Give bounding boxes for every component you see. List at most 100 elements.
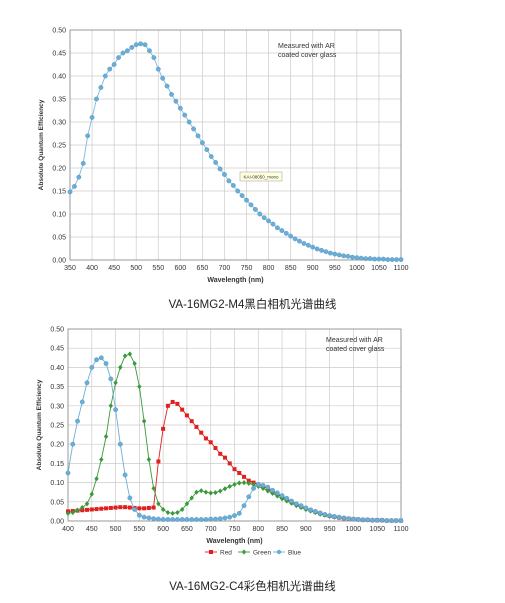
data-point-green	[94, 476, 99, 482]
data-point-blue	[175, 517, 180, 522]
x-tick-label: 750	[241, 265, 253, 272]
data-point-red	[99, 506, 104, 511]
y-tick-label: 0.45	[50, 346, 64, 353]
data-point-mono	[98, 85, 104, 90]
x-tick-label: 950	[329, 265, 341, 272]
plot-frame	[69, 29, 402, 261]
x-tick-label: 750	[229, 526, 241, 533]
legend-label-red: Red	[220, 550, 232, 557]
data-point-blue	[322, 512, 328, 517]
data-point-blue	[75, 418, 80, 424]
data-point-mono	[323, 249, 329, 255]
x-tick-label: 600	[157, 526, 169, 533]
data-point-blue	[94, 357, 99, 363]
data-point-mono	[199, 140, 205, 146]
data-point-mono	[116, 55, 121, 60]
data-point-blue	[241, 503, 247, 509]
x-tick-label: 600	[174, 265, 186, 272]
data-point-blue	[336, 514, 342, 520]
data-point-mono	[195, 133, 201, 139]
mono-qe-chart: 350 400 450 500 550 600 650 700 750 800 850 900 950 1…	[38, 28, 409, 285]
data-point-mono	[147, 48, 152, 54]
data-point-blue	[208, 516, 214, 522]
x-tick-label: 400	[62, 526, 74, 533]
data-point-blue	[113, 407, 118, 413]
data-point-mono	[270, 221, 276, 227]
data-point-blue	[108, 376, 114, 382]
data-point-green	[227, 483, 232, 490]
data-point-mono	[133, 42, 139, 48]
data-point-green	[132, 360, 137, 367]
y-tick-label: 0.40	[50, 365, 64, 372]
data-point-mono	[169, 92, 174, 97]
data-point-mono	[67, 189, 73, 195]
data-point-mono	[341, 253, 347, 259]
color-qe-chart: 400 450 500 550 600 650 700 750 800 850 900 950 1000…	[36, 327, 409, 557]
x-tick-label: 700	[205, 526, 217, 533]
data-point-green	[165, 509, 171, 516]
data-point-mono	[204, 147, 210, 153]
data-point-green	[241, 480, 247, 486]
data-point-mono	[314, 246, 320, 252]
data-point-mono	[208, 154, 214, 159]
data-point-mono	[305, 242, 311, 248]
x-tick-label: 450	[108, 265, 120, 272]
data-point-red	[104, 506, 109, 511]
data-point-red	[213, 446, 218, 451]
data-point-blue	[155, 516, 161, 522]
data-point-mono	[372, 256, 377, 262]
data-point-green	[237, 480, 242, 486]
data-point-mono	[173, 98, 179, 104]
data-point-blue	[327, 513, 333, 519]
y-tick-label: 0.50	[52, 28, 66, 35]
data-point-blue	[379, 517, 385, 523]
data-point-mono	[89, 115, 95, 120]
data-point-blue	[136, 512, 142, 518]
data-point-mono	[389, 257, 395, 262]
y-tick-label: 0.40	[52, 74, 66, 81]
data-point-green	[141, 418, 147, 424]
data-point-blue	[103, 361, 109, 366]
data-point-mono	[94, 96, 99, 102]
data-point-red	[156, 459, 161, 464]
x-tick-label: 350	[64, 265, 76, 272]
data-point-mono	[252, 206, 258, 212]
data-point-green	[203, 489, 209, 495]
data-point-red	[194, 424, 199, 429]
data-point-green	[103, 433, 109, 440]
data-point-mono	[257, 211, 263, 217]
x-tick-label: 850	[276, 526, 288, 533]
data-point-green	[89, 491, 94, 497]
data-point-mono	[120, 50, 126, 56]
data-point-mono	[76, 174, 82, 180]
data-point-green	[189, 495, 194, 501]
annotation-text: coated cover glass	[326, 346, 385, 353]
data-point-blue	[303, 505, 309, 511]
y-tick-label: 0.15	[50, 461, 64, 468]
y-axis-label: Absolute Quantum Efficiency	[38, 99, 45, 190]
data-point-mono	[217, 166, 223, 172]
data-point-blue	[251, 485, 256, 491]
data-point-green	[170, 510, 175, 516]
data-point-mono	[358, 255, 364, 261]
y-tick-label: 0.10	[52, 212, 66, 219]
data-point-mono	[244, 197, 249, 203]
data-point-red	[142, 506, 147, 511]
data-point-mono	[111, 62, 117, 67]
data-point-mono	[292, 236, 298, 242]
y-tick-label: 0.15	[52, 189, 66, 196]
data-point-blue	[146, 515, 152, 521]
data-point-mono	[398, 257, 404, 262]
data-point-mono	[376, 256, 382, 262]
data-point-blue	[298, 503, 304, 509]
data-point-blue	[194, 517, 199, 522]
data-point-mono	[239, 193, 245, 199]
data-point-green	[65, 510, 71, 516]
data-point-blue	[374, 517, 380, 523]
x-tick-label: 1050	[369, 526, 385, 533]
data-point-red	[180, 407, 185, 412]
data-point-blue	[312, 508, 318, 514]
data-point-red	[218, 451, 223, 456]
data-point-red	[94, 507, 99, 512]
data-point-green	[80, 504, 85, 511]
